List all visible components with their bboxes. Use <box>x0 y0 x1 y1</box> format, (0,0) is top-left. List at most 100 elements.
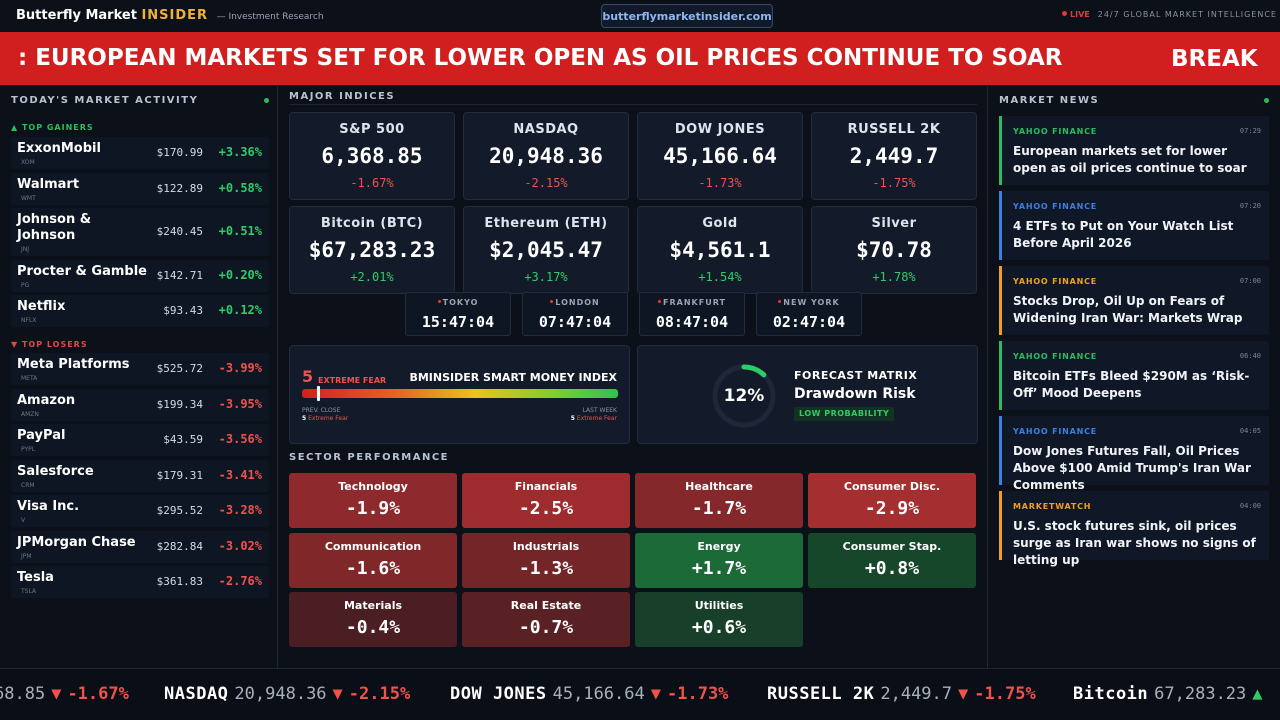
ticker-item[interactable]: RUSSELL 2K 2,449.7 ▼ -1.75% <box>767 684 1036 704</box>
stock-row[interactable]: Procter & Gamble PG $142.71 +0.20% <box>11 259 269 292</box>
news-card[interactable]: YAHOO FINANCE 07:00 Stocks Drop, Oil Up on… <box>999 266 1269 335</box>
ticker-item[interactable]: NASDAQ 20,948.36 ▼ -2.15% <box>164 684 410 704</box>
world-clock-frankfurt: FRANKFURT 08:47:04 <box>639 292 745 336</box>
sector-tile[interactable]: Utilities +0.6% <box>635 592 803 647</box>
sector-tile[interactable]: Healthcare -1.7% <box>635 473 803 528</box>
news-source: MARKETWATCH <box>1013 502 1092 511</box>
risk-ring-gauge <box>712 364 776 428</box>
clock-time: 15:47:04 <box>421 313 495 331</box>
stock-name: Walmart <box>17 176 80 192</box>
stock-row[interactable]: JPMorgan Chase JPM $282.84 -3.02% <box>11 530 269 563</box>
sector-value: -2.5% <box>518 498 574 519</box>
stock-row[interactable]: PayPal PYPL $43.59 -3.56% <box>11 424 269 456</box>
news-card[interactable]: YAHOO FINANCE 07:20 4 ETFs to Put on Your … <box>999 191 1269 260</box>
site-url-badge[interactable]: butterflymarketinsider.com <box>601 4 773 28</box>
sector-name: Healthcare <box>685 480 753 493</box>
clock-city: TOKYO <box>406 298 510 307</box>
index-card[interactable]: RUSSELL 2K 2,449.7 -1.75% <box>811 112 977 200</box>
stock-change: -3.28% <box>218 503 262 517</box>
sector-tile[interactable]: Materials -0.4% <box>289 592 457 647</box>
stock-row[interactable]: Visa Inc. V $295.52 -3.28% <box>11 495 269 527</box>
sector-tile[interactable]: Industrials -1.3% <box>462 532 630 588</box>
news-headline: U.S. stock futures sink, oil prices surg… <box>1013 519 1256 567</box>
news-time: 07:29 <box>1239 127 1261 135</box>
ticker-item[interactable]: DOW JONES 45,166.64 ▼ -1.73% <box>450 684 728 704</box>
fear-greed-marker <box>316 386 320 401</box>
news-accent-bar <box>999 416 1002 485</box>
down-arrow-icon: ▼ <box>958 684 969 704</box>
stock-price: $93.43 <box>163 304 203 317</box>
news-source: YAHOO FINANCE <box>1013 202 1098 211</box>
ticker-item[interactable]: Bitcoin 67,283.23 ▲ <box>1073 684 1263 704</box>
index-card[interactable]: Ethereum (ETH) $2,045.47 +3.17% <box>463 206 629 294</box>
sector-tile[interactable]: Consumer Disc. -2.9% <box>808 473 976 528</box>
stock-price: $170.99 <box>156 146 203 159</box>
stock-row[interactable]: Amazon AMZN $199.34 -3.95% <box>11 388 269 421</box>
live-dot-icon <box>437 300 441 303</box>
main-panel: MAJOR INDICES S&P 500 6,368.85 -1.67% NASDA… <box>280 86 986 668</box>
news-accent-bar <box>999 341 1002 410</box>
sector-tile[interactable]: Energy +1.7% <box>635 532 803 588</box>
stock-row[interactable]: Netflix NFLX $93.43 +0.12% <box>11 295 269 327</box>
stock-price: $295.52 <box>156 504 203 517</box>
sector-value: -1.7% <box>691 498 747 519</box>
stock-row[interactable]: Johnson & Johnson JNJ $240.45 +0.51% <box>11 208 269 256</box>
status-dot-icon <box>1264 98 1269 103</box>
live-indicator: LIVE 24/7 GLOBAL MARKET INTELLIGENCE <box>1062 10 1277 19</box>
forecast-matrix-panel[interactable]: 12% FORECAST MATRIX Drawdown Risk LOW PR… <box>637 345 978 444</box>
sector-value: +0.6% <box>691 617 747 638</box>
clock-time: 08:47:04 <box>655 313 729 331</box>
sector-tile[interactable]: Real Estate -0.7% <box>462 592 630 647</box>
stock-row[interactable]: Walmart WMT $122.89 +0.58% <box>11 172 269 205</box>
sector-tile[interactable]: Financials -2.5% <box>462 473 630 528</box>
news-accent-bar <box>999 191 1002 260</box>
news-card[interactable]: YAHOO FINANCE 06:40 Bitcoin ETFs Bleed $29… <box>999 341 1269 410</box>
news-card[interactable]: MARKETWATCH 04:00 U.S. stock futures sink,… <box>999 491 1269 567</box>
sector-value: -0.4% <box>345 617 401 638</box>
brand-logo[interactable]: Butterfly Market INSIDER — Investment Re… <box>16 8 324 23</box>
down-arrow-icon: ▼ <box>51 684 62 704</box>
stock-ticker: AMZN <box>21 410 39 418</box>
stock-change: -3.99% <box>218 361 262 375</box>
brand-subtitle: — Investment Research <box>216 12 324 22</box>
news-time: 04:00 <box>1239 502 1261 510</box>
market-activity-panel: TODAY'S MARKET ACTIVITY ▲ TOP GAINERS Ex… <box>0 86 278 668</box>
news-accent-bar <box>999 491 1002 560</box>
world-clock-london: LONDON 07:47:04 <box>522 292 628 336</box>
top-gainers-label: ▲ TOP GAINERS <box>11 123 94 132</box>
index-card[interactable]: Silver $70.78 +1.78% <box>811 206 977 294</box>
index-card[interactable]: DOW JONES 45,166.64 -1.73% <box>637 112 803 200</box>
news-card[interactable]: YAHOO FINANCE 04:05 Dow Jones Futures Fall… <box>999 416 1269 492</box>
ticker-value: 2,449.7 <box>880 684 953 704</box>
index-value: 2,449.7 <box>849 144 939 168</box>
ticker-value: 68.85 <box>0 684 46 704</box>
ticker-value: 45,166.64 <box>552 684 645 704</box>
stock-ticker: JNJ <box>21 246 30 253</box>
stock-row[interactable]: Salesforce CRM $179.31 -3.41% <box>11 459 269 492</box>
breaking-label: BREAK <box>1165 32 1280 85</box>
news-card[interactable]: YAHOO FINANCE 07:29 European markets set f… <box>999 116 1269 185</box>
index-card[interactable]: Bitcoin (BTC) $67,283.23 +2.01% <box>289 206 455 294</box>
sector-tile[interactable]: Consumer Stap. +0.8% <box>808 532 976 588</box>
index-card[interactable]: Gold $4,561.1 +1.54% <box>637 206 803 294</box>
breaking-news-banner[interactable]: : EUROPEAN MARKETS SET FOR LOWER OPEN AS… <box>0 32 1280 85</box>
sector-tile[interactable]: Communication -1.6% <box>289 532 457 588</box>
index-change: +3.17% <box>524 270 568 284</box>
stock-row[interactable]: Meta Platforms META $525.72 -3.99% <box>11 353 269 385</box>
breaking-headline: : EUROPEAN MARKETS SET FOR LOWER OPEN AS… <box>18 45 1063 71</box>
sector-tile[interactable]: Technology -1.9% <box>289 473 457 528</box>
stock-change: -3.02% <box>218 538 262 553</box>
news-source: YAHOO FINANCE <box>1013 427 1098 436</box>
stock-name: Johnson & Johnson <box>17 212 92 243</box>
ticker-change: -1.73% <box>667 684 729 704</box>
sector-value: -1.3% <box>518 557 574 579</box>
stock-row[interactable]: ExxonMobil XOM $170.99 +3.36% <box>11 137 269 169</box>
smart-money-index-panel[interactable]: 5 EXTREME FEAR BMINSIDER SMART MONEY IND… <box>289 345 630 444</box>
index-card[interactable]: S&P 500 6,368.85 -1.67% <box>289 112 455 200</box>
live-dot-icon <box>1062 11 1067 16</box>
index-card[interactable]: NASDAQ 20,948.36 -2.15% <box>463 112 629 200</box>
stock-row[interactable]: Tesla TSLA $361.83 -2.76% <box>11 566 269 598</box>
stock-ticker: CRM <box>21 481 35 489</box>
ticker-item[interactable]: 68.85▼-1.67% <box>0 684 129 704</box>
